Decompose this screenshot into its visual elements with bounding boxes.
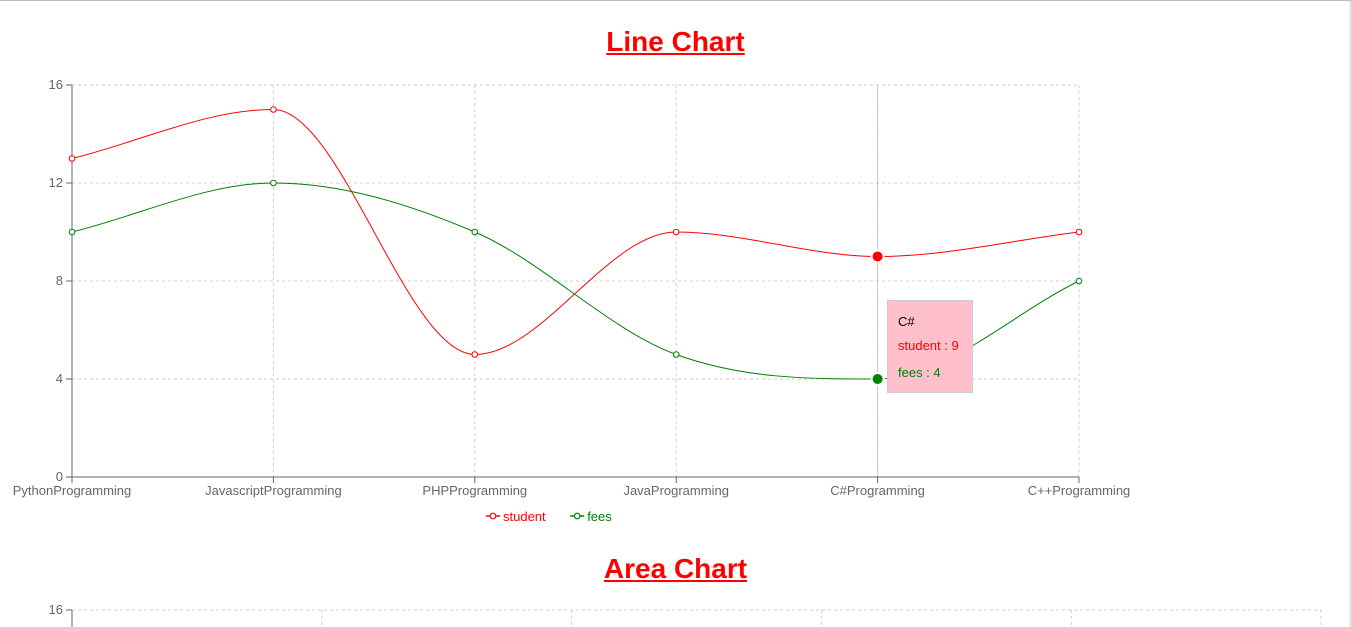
data-point-student [68, 155, 76, 162]
data-point-fees [270, 179, 277, 187]
legend: student fees [486, 509, 612, 524]
y-tick-label: 16 [49, 77, 63, 92]
legend-label: student [503, 509, 546, 524]
tooltip-label: C# [898, 314, 915, 329]
x-tick-label: PythonProgramming [13, 483, 132, 498]
y-tick-label: 4 [56, 371, 63, 386]
scrollbar-edge [1349, 1, 1351, 627]
data-point-student [471, 351, 479, 358]
data-point-student [672, 228, 680, 236]
tooltip-fees-value: fees : 4 [898, 365, 941, 380]
data-point-fees [1075, 277, 1083, 285]
legend-item-fees: fees [570, 509, 612, 524]
y-tick-label: 12 [49, 175, 63, 190]
line-chart: 0 4 8 12 16 PythonProgramming JavascriptProgra… [13, 77, 1131, 524]
legend-dot-icon [489, 512, 497, 520]
legend-dot-icon [573, 512, 581, 520]
grid [72, 84, 1080, 477]
x-tick-label: C++Programming [1028, 483, 1131, 498]
chart-tooltip: C# student : 9 fees : 4 [887, 300, 973, 393]
active-point-student [870, 249, 885, 264]
tooltip-student-value: student : 9 [898, 338, 959, 353]
legend-label: fees [587, 509, 612, 524]
y-tick-label: 0 [56, 469, 63, 484]
y-tick-label: 8 [56, 273, 63, 288]
data-point-student [270, 106, 277, 113]
data-point-fees [672, 351, 680, 358]
y-tick-label: 16 [49, 602, 63, 617]
area-chart: 16 [49, 602, 1322, 627]
x-tick-label: PHPProgramming [422, 483, 527, 498]
data-point-fees [68, 228, 76, 236]
data-point-fees [471, 228, 479, 236]
data-point-student [1075, 228, 1083, 236]
x-tick-label: JavascriptProgramming [205, 483, 342, 498]
series-line-student [71, 108, 1080, 356]
area-chart-title: Area Chart [603, 553, 748, 584]
x-tick-label: C#Programming [830, 483, 925, 498]
x-tick-label: JavaProgramming [623, 483, 729, 498]
legend-item-student: student [486, 509, 546, 524]
line-chart-title: Line Chart [606, 26, 745, 57]
active-point-fees [870, 372, 885, 386]
